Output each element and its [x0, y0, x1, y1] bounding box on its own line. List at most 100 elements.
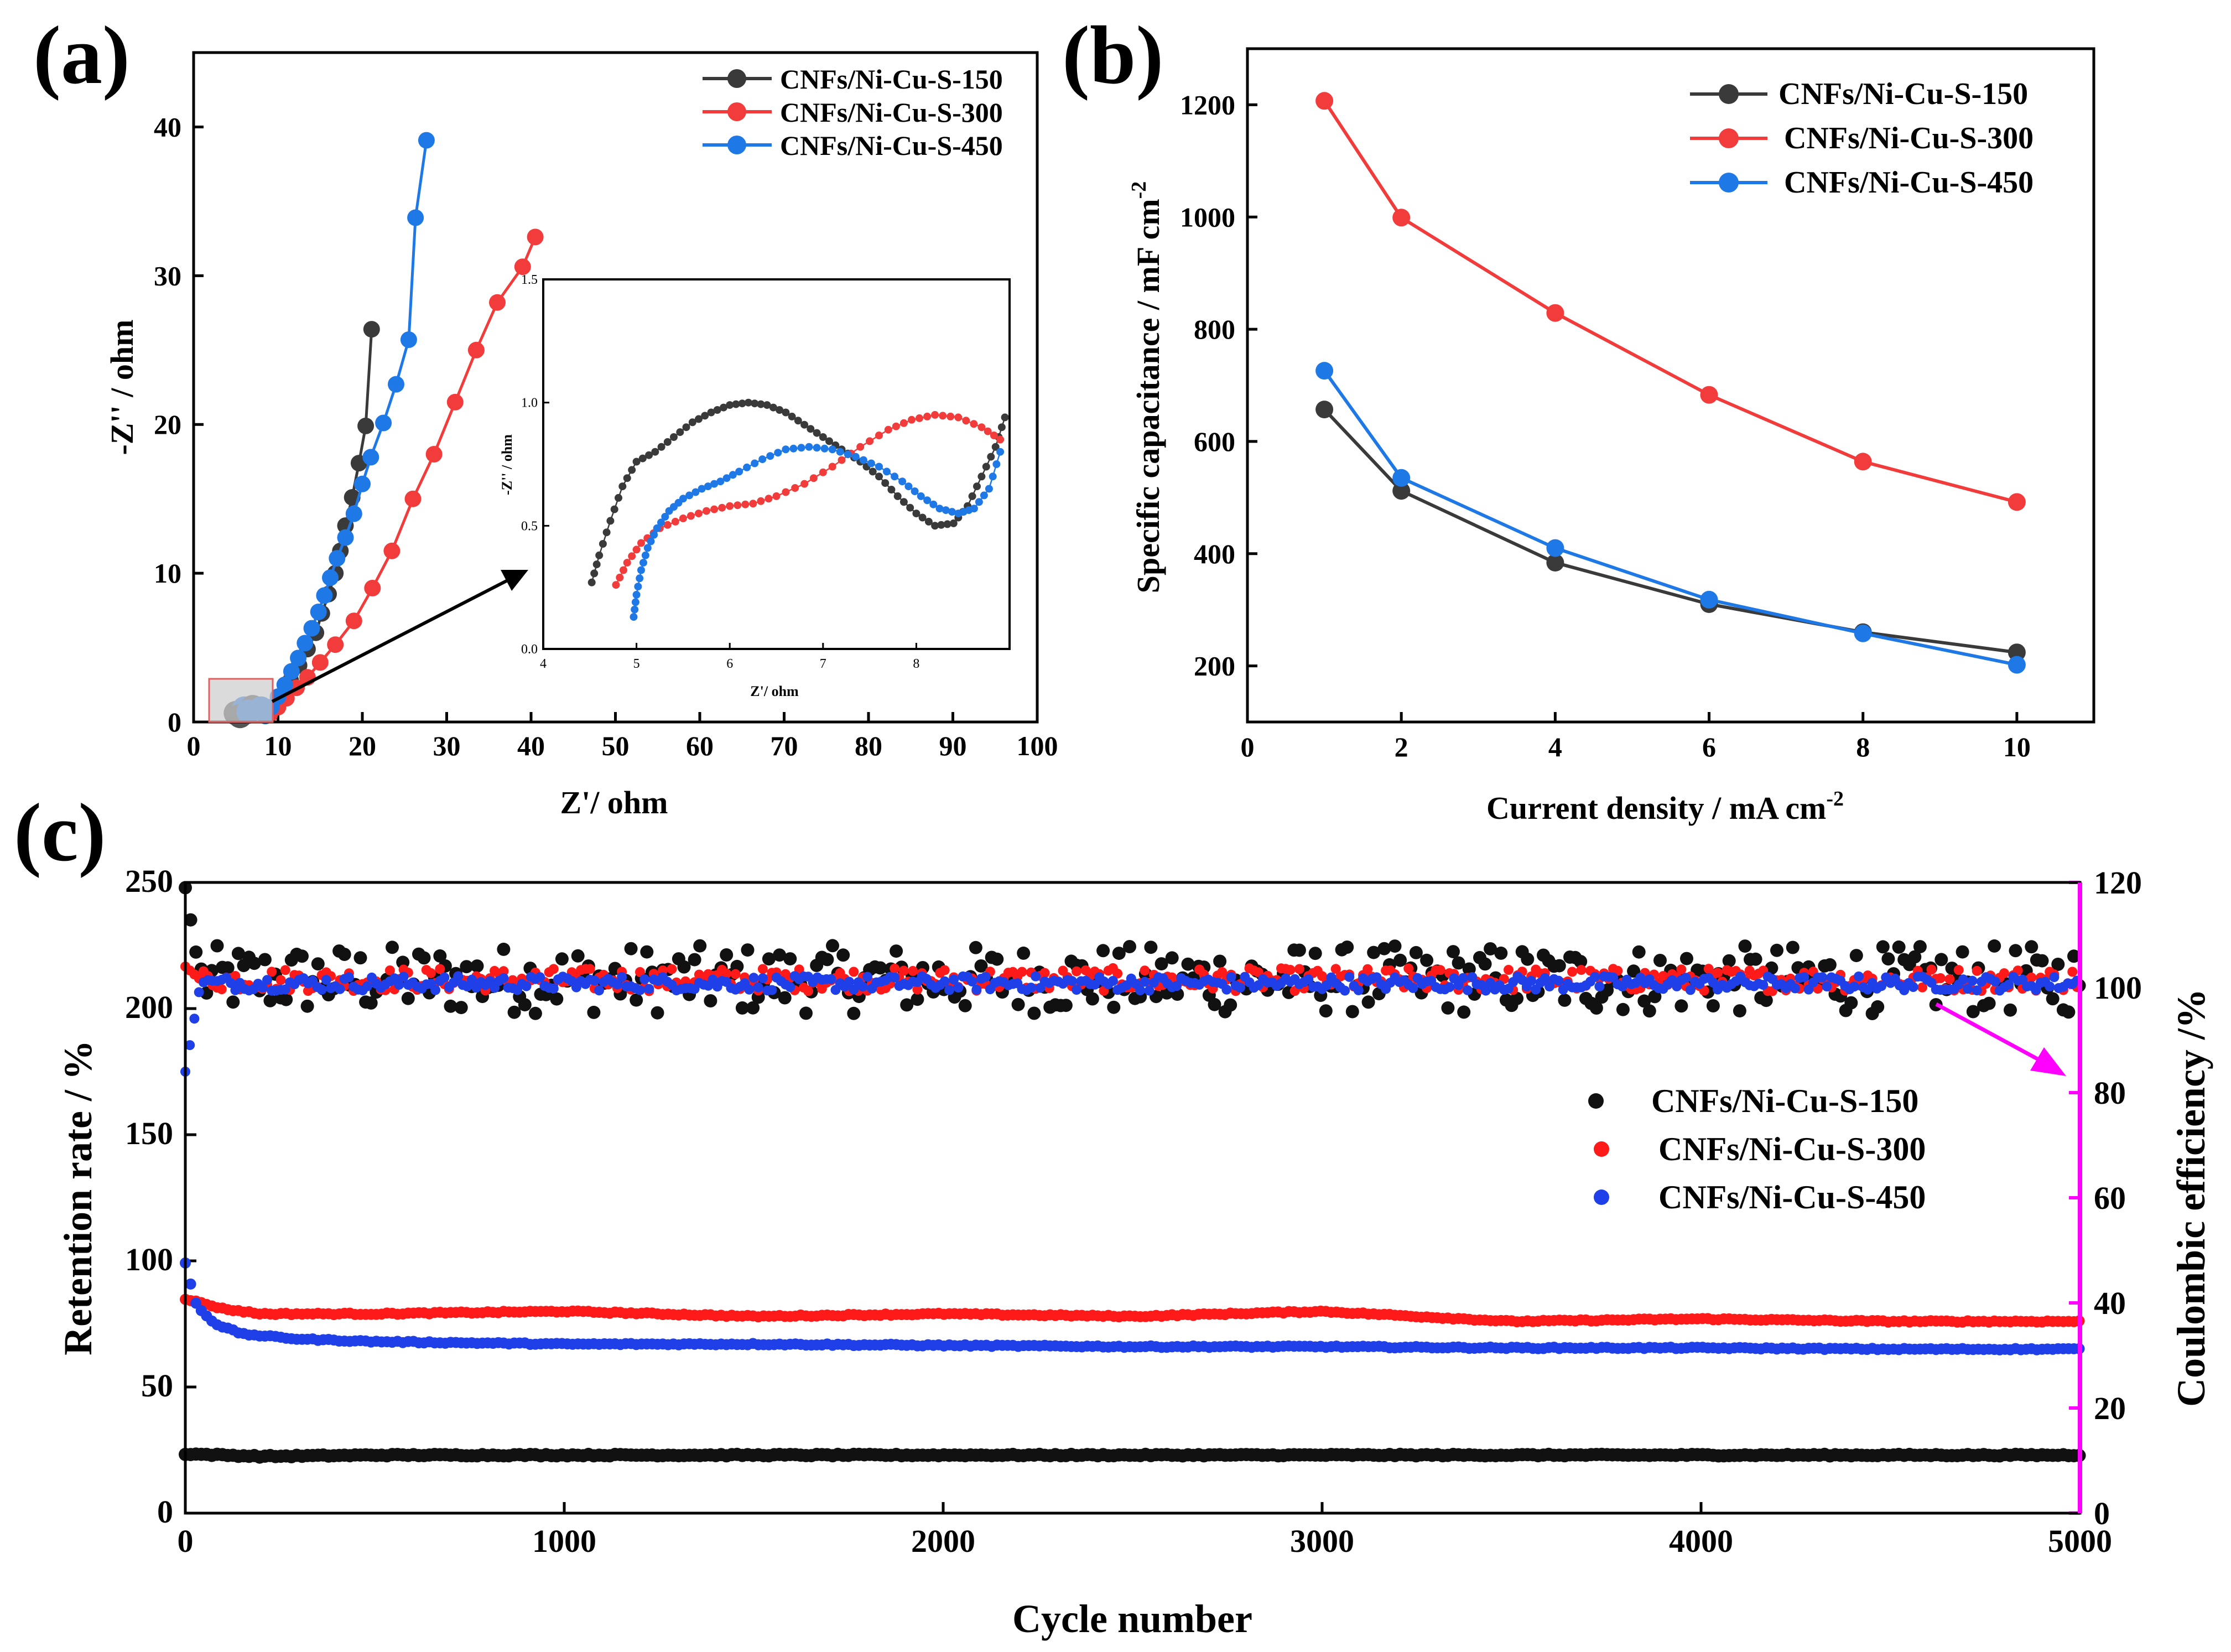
ce-point-cnfs-ni-cu-s-450-264: [280, 984, 290, 995]
panel-a-xtick-label-4: 40: [517, 730, 545, 761]
series-a-point-cnfs-ni-cu-s-300-11: [425, 446, 443, 463]
series-a-point-cnfs-ni-cu-s-300-13: [467, 341, 485, 359]
inset-point-cnfs-ni-cu-s-300-14-0: [931, 411, 939, 419]
ce-point-cnfs-ni-cu-s-300-4044: [1713, 968, 1723, 978]
inset-point-cnfs-ni-cu-s-150-2-0: [606, 517, 615, 525]
ce-point-cnfs-ni-cu-s-150-2212: [1017, 946, 1031, 960]
inset-point-cnfs-ni-cu-s-150-4-2: [645, 451, 653, 459]
ce-point-cnfs-ni-cu-s-150-700: [444, 999, 457, 1013]
inset-point-cnfs-ni-cu-s-450-7-2: [710, 480, 719, 488]
inset-point-cnfs-ni-cu-s-150-11-1: [769, 403, 777, 412]
inset-point-cnfs-ni-cu-s-300-15-2: [970, 420, 978, 428]
panel-b-ylabel: Specific capacitance / mF cm-2: [1127, 181, 1166, 594]
inset-point-cnfs-ni-cu-s-450-8-1: [722, 474, 731, 482]
ce-point-cnfs-ni-cu-s-450-3600: [1544, 981, 1554, 992]
series-a-point-cnfs-ni-cu-s-300-14: [489, 294, 506, 311]
ce-point-cnfs-ni-cu-s-150-4634: [1934, 953, 1948, 967]
ce-point-cnfs-ni-cu-s-150-2646: [1181, 957, 1195, 971]
ce-point-cnfs-ni-cu-s-300-864: [507, 975, 518, 985]
inset-point-cnfs-ni-cu-s-150-4-1: [638, 454, 647, 463]
inset-point-cnfs-ni-cu-s-150-23-2: [987, 453, 995, 461]
inset-point-cnfs-ni-cu-s-150-23-1: [982, 463, 990, 471]
panel-c-xtick-label-4: 4000: [1669, 1523, 1733, 1559]
ce-point-cnfs-ni-cu-s-150-2142: [990, 952, 1004, 966]
inset-point-cnfs-ni-cu-s-300-11-2: [875, 432, 883, 439]
ce-point-cnfs-ni-cu-s-450-1788: [857, 981, 868, 992]
series-a-point-cnfs-ni-cu-s-450-6: [297, 635, 314, 652]
panel-c-legend: CNFs/Ni-Cu-S-150 CNFs/Ni-Cu-S-300 CNFs/N…: [1588, 1083, 1926, 1215]
ce-point-cnfs-ni-cu-s-300-2004: [939, 965, 950, 975]
ce-point-cnfs-ni-cu-s-150-4578: [1913, 940, 1927, 954]
legend-c-item-300: CNFs/Ni-Cu-S-300: [1594, 1131, 1926, 1167]
panel-a-zoom-region: [208, 678, 274, 723]
inset-point-cnfs-ni-cu-s-150-0-0: [587, 578, 596, 586]
ce-point-cnfs-ni-cu-s-150-3248: [1409, 946, 1423, 959]
ce-point-cnfs-ni-cu-s-450-3336: [1444, 982, 1455, 993]
inset-point-cnfs-ni-cu-s-450-0-2: [631, 598, 639, 606]
legend-a-item-300: CNFs/Ni-Cu-S-300: [703, 97, 1003, 128]
legend-a-text-300: CNFs/Ni-Cu-S-300: [780, 97, 1003, 128]
inset-point-cnfs-ni-cu-s-300-1-2: [632, 546, 641, 554]
ce-point-cnfs-ni-cu-s-150-1638: [799, 1006, 813, 1020]
ce-point-cnfs-ni-cu-s-150-1358: [693, 939, 707, 953]
inset-xtick-label-4: 8: [913, 657, 919, 671]
ce-point-cnfs-ni-cu-s-450-36: [194, 987, 204, 998]
ce-point-cnfs-ni-cu-s-150-4074: [1722, 954, 1736, 968]
panel-c-ytick-label-4: 200: [125, 989, 173, 1025]
panel-b-layer: 0 2 4 6 8 10 200 400 600 800 1000 1200: [1180, 89, 2031, 762]
series-b-point-cnfs-ni-cu-s-450-2: [1546, 539, 1564, 557]
series-a-point-cnfs-ni-cu-s-300-10: [404, 490, 422, 507]
ce-point-cnfs-ni-cu-s-150-28: [189, 945, 203, 959]
inset-point-cnfs-ni-cu-s-150-end: [1001, 413, 1009, 422]
legend-b-item-150: CNFs/Ni-Cu-S-150: [1690, 77, 2028, 111]
inset-point-cnfs-ni-cu-s-450-12-0: [805, 443, 813, 451]
inset-point-cnfs-ni-cu-s-300-end: [996, 435, 1005, 444]
inset-point-cnfs-ni-cu-s-150-20-1: [937, 521, 945, 529]
ce-point-cnfs-ni-cu-s-300-3948: [1676, 964, 1687, 975]
ce-point-cnfs-ni-cu-s-150-4984: [2067, 949, 2081, 963]
ce-point-cnfs-ni-cu-s-450-1200: [635, 985, 645, 995]
panel-c-xlabel: Cycle number: [1012, 1597, 1252, 1641]
ce-point-cnfs-ni-cu-s-150-1246: [651, 1006, 664, 1020]
inset-point-cnfs-ni-cu-s-450-14-2: [867, 459, 875, 467]
panel-b-ylabel-main: Specific capacitance / mF cm: [1130, 199, 1166, 593]
ce-point-cnfs-ni-cu-s-450-4728: [1972, 985, 1982, 996]
panel-a-xtick-label-9: 90: [939, 730, 967, 761]
ce-point-cnfs-ni-cu-s-300-4632: [1935, 973, 1946, 983]
inset-point-cnfs-ni-cu-s-150-11-2: [776, 406, 784, 414]
series-a-point-cnfs-ni-cu-s-450-11: [329, 550, 346, 567]
inset-point-cnfs-ni-cu-s-150-17-0: [875, 472, 883, 481]
ce-point-cnfs-ni-cu-s-450-4332: [1822, 981, 1832, 992]
inset-point-cnfs-ni-cu-s-300-4-1: [687, 512, 695, 520]
ce-point-cnfs-ni-cu-s-300-2268: [1039, 968, 1050, 978]
inset-ytick-label-3: 1.5: [521, 273, 538, 287]
inset-point-cnfs-ni-cu-s-450-4-0: [653, 524, 661, 532]
ce-point-cnfs-ni-cu-s-300-4800: [1999, 968, 2009, 979]
inset-point-cnfs-ni-cu-s-150-16-2: [869, 467, 877, 476]
ce-point-cnfs-ni-cu-s-450-2760: [1226, 972, 1236, 983]
inset-point-cnfs-ni-cu-s-450-10-0: [758, 455, 767, 464]
panel-c-label: (c): [14, 787, 106, 879]
ce-point-cnfs-ni-cu-s-450-3240: [1408, 983, 1418, 993]
ce-point-cnfs-ni-cu-s-450-4884: [2031, 985, 2041, 995]
inset-point-cnfs-ni-cu-s-300-11-1: [866, 437, 874, 445]
ce-point-cnfs-ni-cu-s-150-3206: [1393, 953, 1407, 967]
panel-a-xtick-label-6: 60: [686, 730, 714, 761]
inset-point-cnfs-ni-cu-s-150-19-2: [924, 517, 933, 526]
legend-c-item-150: CNFs/Ni-Cu-S-150: [1588, 1083, 1918, 1119]
inset-point-cnfs-ni-cu-s-150-7-2: [701, 412, 709, 420]
panel-b-ylabel-sup: -2: [1127, 181, 1151, 199]
panel-b-xtick-label-5: 10: [2003, 731, 2031, 762]
inset-point-cnfs-ni-cu-s-450-9-1: [743, 463, 751, 471]
ce-point-cnfs-ni-cu-s-300-2460: [1112, 968, 1123, 979]
inset-point-cnfs-ni-cu-s-150-24-2: [997, 423, 1006, 432]
inset-point-cnfs-ni-cu-s-150-5-1: [657, 443, 665, 451]
legend-a-text-450: CNFs/Ni-Cu-S-450: [780, 130, 1003, 161]
series-a-point-cnfs-ni-cu-s-450-14: [354, 475, 371, 492]
ce-point-cnfs-ni-cu-s-450-4404: [1849, 981, 1859, 992]
panel-b-legend: CNFs/Ni-Cu-S-150 CNFs/Ni-Cu-S-300 CNFs/N…: [1690, 77, 2034, 200]
ce-point-cnfs-ni-cu-s-300-3492: [1504, 965, 1514, 975]
inset-point-cnfs-ni-cu-s-150-11-0: [763, 401, 771, 409]
ce-point-cnfs-ni-cu-s-450-4248: [1790, 983, 1800, 994]
ce-point-cnfs-ni-cu-s-150-3010: [1319, 1004, 1333, 1018]
